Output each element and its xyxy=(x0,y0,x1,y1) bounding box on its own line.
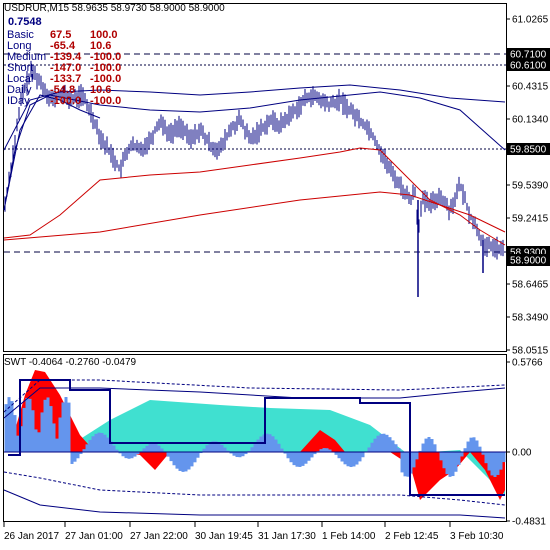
price-tick-label: 60.4315 xyxy=(512,82,549,93)
info-row-value-2: -100.0 xyxy=(90,62,122,74)
osc-tick-label: 0.00 xyxy=(512,448,532,459)
price-tick-label: 58.0515 xyxy=(512,346,549,357)
price-tick-label: 61.0265 xyxy=(512,15,549,26)
main-chart-frame xyxy=(3,3,507,352)
symbol-label: USDRUR,M15 xyxy=(4,3,70,14)
info-row-value-2: 10.6 xyxy=(90,40,112,52)
price-level-tag: 60.6100 xyxy=(510,61,547,72)
ma-slow-red-line xyxy=(3,191,506,241)
ma-envelope-line xyxy=(3,84,506,151)
osc-red-area xyxy=(390,452,505,500)
ma-red-line xyxy=(3,147,506,246)
oscillator-frame xyxy=(3,354,507,522)
info-row-value-1: -147.0 xyxy=(50,62,82,74)
time-tick-label: 31 Jan 17:30 xyxy=(258,531,316,542)
price-tick-label: 60.1340 xyxy=(512,115,549,126)
info-row-value-2: 10.6 xyxy=(90,84,112,96)
price-level-tag: 58.9000 xyxy=(510,256,547,267)
info-row-value-1: -133.7 xyxy=(50,73,82,85)
time-tick-label: 27 Jan 22:00 xyxy=(130,531,188,542)
ma-fast-line xyxy=(3,94,101,211)
info-row-name: Daily xyxy=(7,84,32,96)
info-row-value-2: 100.0 xyxy=(90,29,118,41)
osc-step-line xyxy=(8,379,505,496)
osc-upper-band xyxy=(3,387,506,419)
time-tick-label: 3 Feb 10:30 xyxy=(450,531,504,542)
osc-red-area xyxy=(120,452,170,470)
info-row-value-2: -100.0 xyxy=(90,51,122,63)
info-row-value-1: -139.4 xyxy=(50,51,82,63)
ohlc-values: 58.9635 58.9730 58.9000 58.9000 xyxy=(71,3,225,14)
info-row-value-1: -54.8 xyxy=(50,84,76,96)
info-row-value-2: -100.0 xyxy=(90,73,122,85)
osc-tick-label: 0.5766 xyxy=(512,358,543,369)
osc-upper-band-dashed xyxy=(3,379,506,413)
osc-lower-band-dashed xyxy=(3,471,506,506)
price-level-tag-bg xyxy=(507,143,550,155)
osc-tick-label: -0.4831 xyxy=(512,517,546,528)
info-row-name: Medium xyxy=(7,51,47,63)
price-level-tag-bg xyxy=(507,48,550,60)
info-row-value-1: 67.5 xyxy=(50,29,72,41)
info-row-name: Local xyxy=(7,73,34,85)
price-tick-label: 58.3490 xyxy=(512,313,549,324)
price-tick-label: 59.5390 xyxy=(512,181,549,192)
osc-lower-band xyxy=(3,489,506,519)
price-level-tag: 58.9300 xyxy=(510,248,547,259)
price-level-tag: 60.7100 xyxy=(510,50,547,61)
time-tick-label: 30 Jan 19:45 xyxy=(195,531,253,542)
info-row-name: Basic xyxy=(7,29,34,41)
price-level-tag: 59.8500 xyxy=(510,145,547,156)
price-tick-label: 59.2415 xyxy=(512,214,549,225)
info-row-name: Short xyxy=(7,62,34,74)
info-row-value-1: -65.4 xyxy=(50,40,76,52)
time-tick-label: 2 Feb 12:45 xyxy=(385,531,439,542)
time-tick-label: 1 Feb 14:00 xyxy=(322,531,376,542)
price-level-tag-bg xyxy=(507,59,550,71)
info-row-name: IDay xyxy=(7,95,30,107)
info-row-name: Long xyxy=(7,40,32,52)
price-level-tag-bg xyxy=(507,254,550,266)
info-row-value-1: -100.0 xyxy=(50,95,82,107)
indicator-value: 0.7548 xyxy=(8,16,42,28)
oscillator-header: SWT -0.4064 -0.2760 -0.0479 xyxy=(4,357,137,368)
osc-red-area xyxy=(300,430,345,452)
info-row-value-2: -100.0 xyxy=(90,95,122,107)
time-tick-label: 27 Jan 01:00 xyxy=(65,531,123,542)
chart-header: USDRUR,M15 58.9635 58.9730 58.9000 58.90… xyxy=(4,3,225,14)
time-tick-label: 26 Jan 2017 xyxy=(4,531,59,542)
price-tick-label: 58.6465 xyxy=(512,280,549,291)
